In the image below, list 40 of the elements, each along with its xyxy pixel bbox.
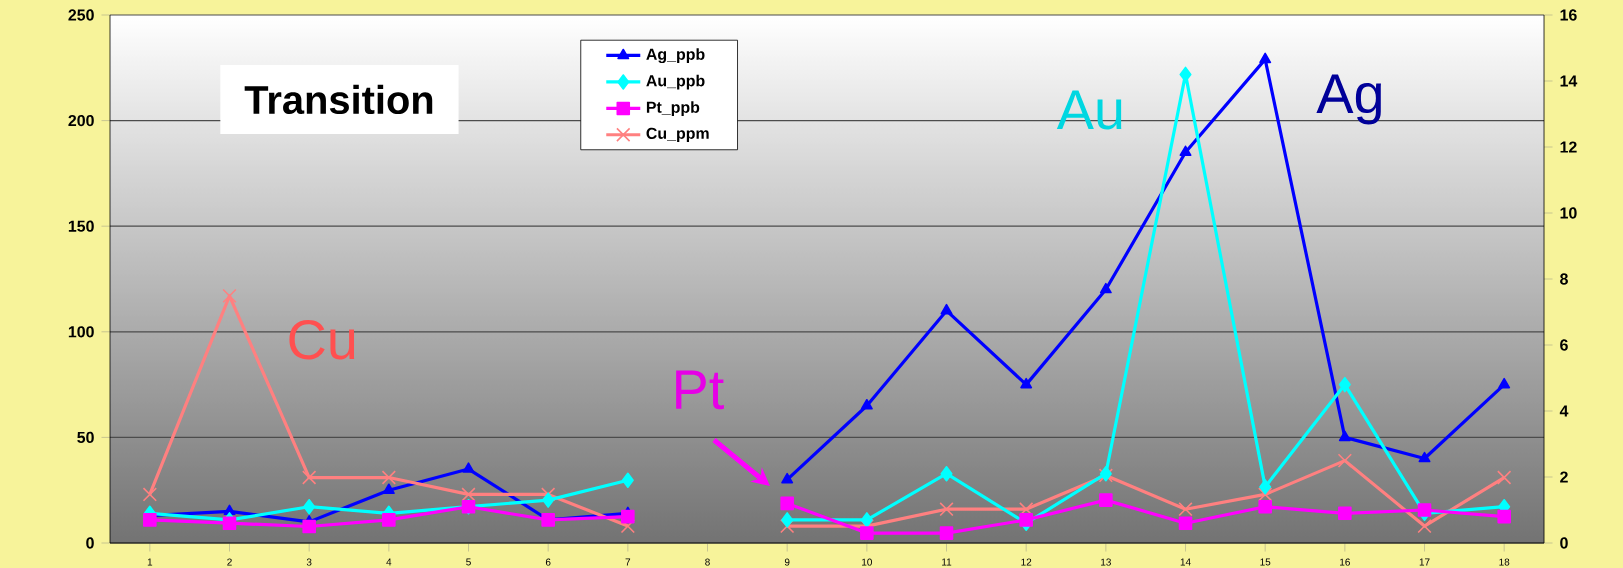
x-tick-label: 14	[1180, 558, 1191, 566]
x-tick-label: 13	[1101, 558, 1111, 566]
legend-label: Cu_ppm	[646, 127, 709, 143]
y2-tick-label: 8	[1560, 273, 1568, 285]
y2-tick-label: 16	[1560, 9, 1577, 21]
x-tick-label: 17	[1419, 558, 1430, 566]
annotation: Ag	[1316, 74, 1381, 125]
annotation: Transition	[244, 84, 433, 115]
y2-tick-label: 14	[1560, 75, 1578, 87]
x-tick-label: 2	[227, 558, 232, 566]
y2-tick-label: 12	[1560, 141, 1577, 153]
x-tick-label: 12	[1021, 558, 1032, 566]
x-tick-label: 5	[466, 558, 471, 566]
y2-tick-label: 0	[1560, 537, 1568, 549]
x-tick-label: 9	[784, 558, 790, 566]
x-tick-label: 6	[545, 558, 551, 566]
y2-tick-label: 2	[1560, 471, 1568, 483]
x-tick-label: 10	[862, 558, 872, 566]
y2-tick-label: 4	[1559, 405, 1569, 417]
annotation: Pt	[676, 370, 724, 410]
y2-tick-label: 10	[1560, 207, 1577, 219]
y-tick-label: 150	[68, 220, 94, 232]
y2-tick-label: 6	[1560, 339, 1568, 351]
x-tick-label: 1	[147, 558, 153, 566]
x-tick-label: 18	[1499, 558, 1510, 566]
legend-label: Ag_ppb	[646, 48, 705, 64]
y-tick-label: 250	[68, 9, 94, 21]
x-tick-label: 15	[1260, 558, 1271, 566]
x-tick-label: 7	[625, 558, 631, 566]
x-tick-label: 3	[306, 558, 312, 566]
x-tick-label: 4	[386, 558, 392, 566]
y-tick-label: 50	[77, 431, 94, 444]
y-tick-label: 0	[86, 537, 94, 549]
legend-label: Pt_ppb	[646, 101, 700, 117]
x-tick-label: 8	[705, 558, 710, 566]
legend-label: Au_ppb	[646, 74, 705, 90]
x-tick-label: 11	[942, 558, 952, 566]
y-tick-label: 200	[68, 114, 94, 127]
y-tick-label: 100	[68, 326, 94, 338]
x-tick-label: 16	[1340, 558, 1350, 566]
